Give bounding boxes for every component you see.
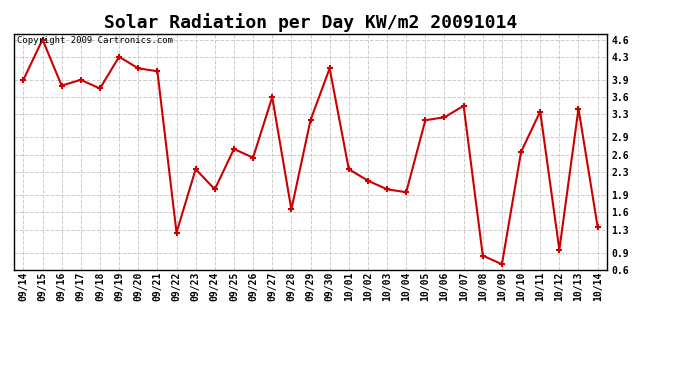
Text: Copyright 2009 Cartronics.com: Copyright 2009 Cartronics.com	[17, 36, 172, 45]
Title: Solar Radiation per Day KW/m2 20091014: Solar Radiation per Day KW/m2 20091014	[104, 13, 517, 32]
